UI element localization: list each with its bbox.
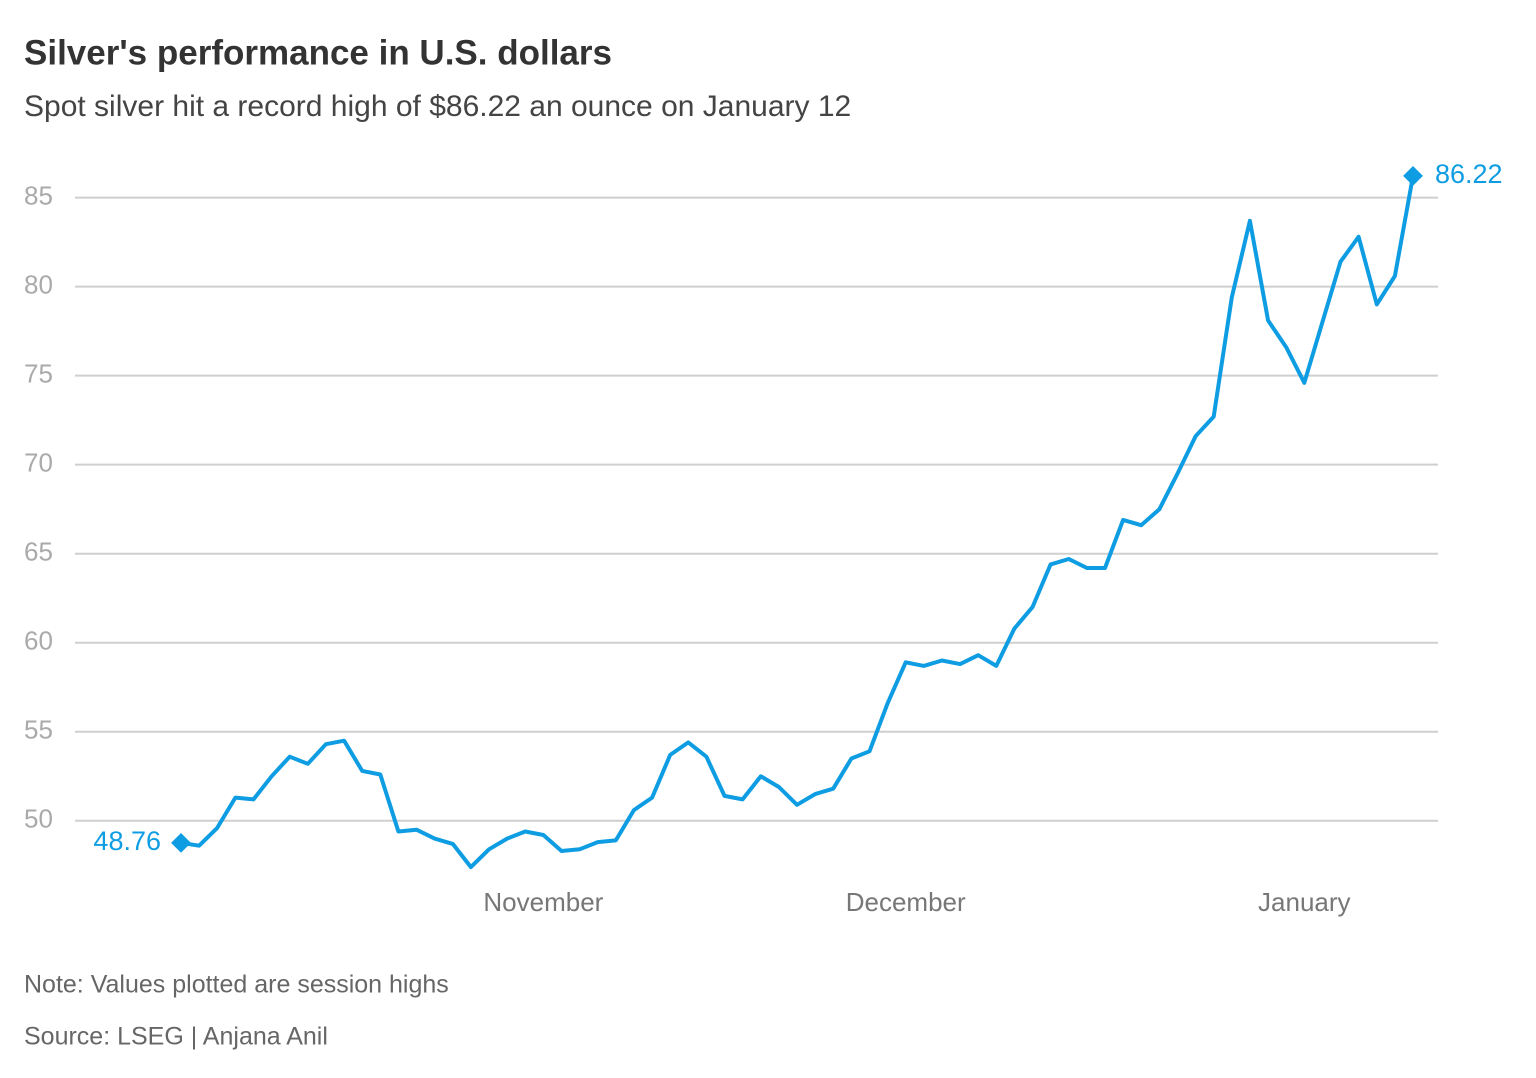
chart-note: Note: Values plotted are session highs <box>24 971 449 999</box>
end-label: 86.22 <box>1435 159 1503 189</box>
end-marker <box>171 832 191 853</box>
y-tick-label: 50 <box>24 804 53 834</box>
y-tick-label: 85 <box>24 180 53 210</box>
y-tick-label: 55 <box>24 715 53 745</box>
end-marker <box>1403 165 1423 186</box>
chart-title: Silver's performance in U.S. dollars <box>24 33 612 72</box>
y-tick-label: 75 <box>24 359 53 389</box>
x-tick-label: January <box>1258 887 1351 917</box>
chart-source: Source: LSEG | Anjana Anil <box>24 1023 328 1051</box>
chart-subtitle: Spot silver hit a record high of $86.22 … <box>24 90 851 123</box>
y-tick-label: 80 <box>24 270 53 300</box>
end-label: 48.76 <box>93 826 161 856</box>
y-tick-label: 60 <box>24 626 53 656</box>
y-tick-label: 65 <box>24 537 53 567</box>
y-tick-label: 70 <box>24 448 53 478</box>
x-tick-label: November <box>483 887 603 917</box>
line <box>180 175 1415 870</box>
x-tick-label: December <box>846 887 966 917</box>
